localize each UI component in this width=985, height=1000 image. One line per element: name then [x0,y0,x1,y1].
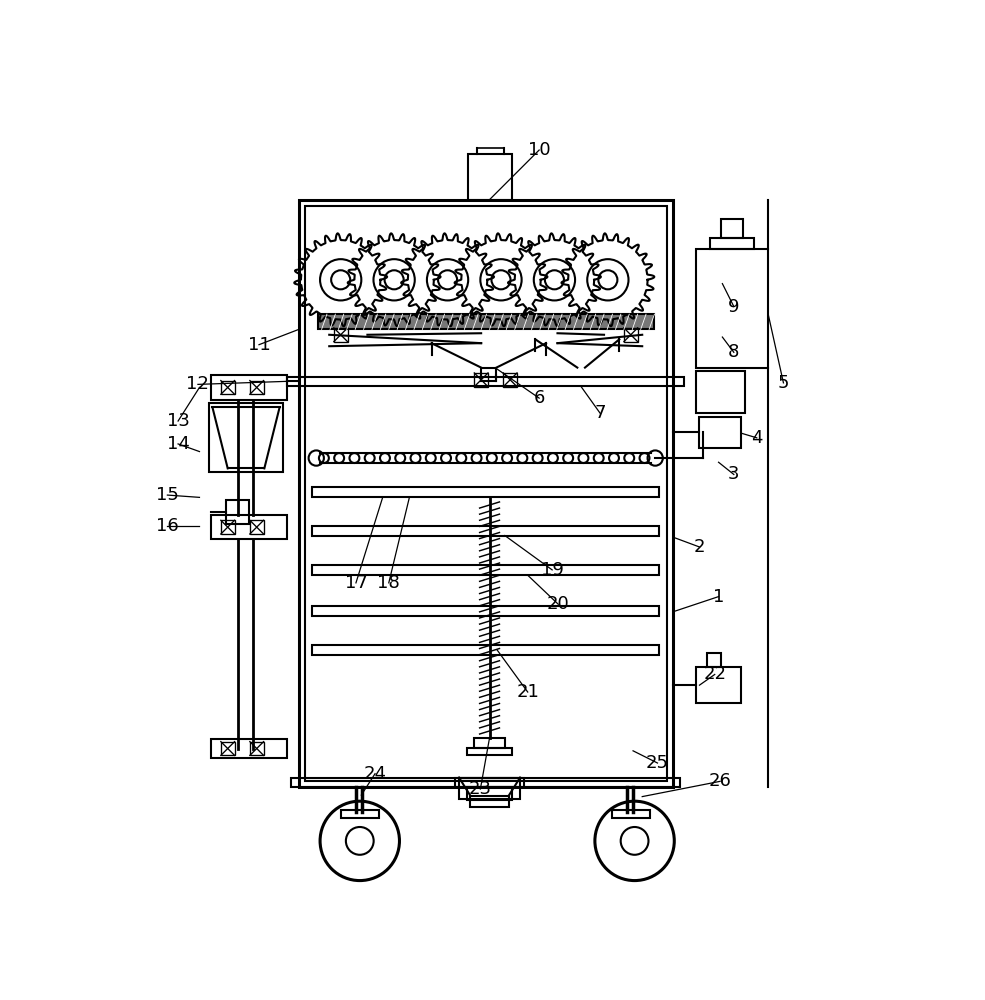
Text: 13: 13 [166,412,189,430]
Bar [468,154,512,200]
Text: 23: 23 [469,780,492,798]
Bar [481,368,496,381]
Bar [721,219,743,238]
Text: 7: 7 [595,404,606,422]
Text: 14: 14 [166,435,189,453]
Text: 4: 4 [751,429,762,447]
Bar [467,748,512,755]
Bar [250,520,264,534]
Bar [298,200,673,787]
Bar [503,373,517,387]
Bar [471,796,508,807]
Bar [612,810,650,818]
Text: 12: 12 [186,375,210,393]
Bar [221,742,234,755]
Bar [695,667,742,703]
Bar [334,328,348,342]
Text: 24: 24 [363,765,386,783]
Text: 18: 18 [377,574,400,592]
Text: 15: 15 [156,486,179,504]
Bar [250,381,264,394]
Bar [288,377,685,386]
Text: 5: 5 [778,374,789,392]
Bar [475,373,488,387]
Text: 19: 19 [541,561,563,579]
Bar [312,606,659,616]
Bar [699,417,742,448]
Bar [318,314,654,329]
Bar [312,526,659,536]
Text: 6: 6 [534,389,545,407]
Bar [221,381,234,394]
Text: 8: 8 [728,343,740,361]
Bar [695,249,768,368]
Bar [475,738,504,748]
Text: 22: 22 [703,665,726,683]
Bar [209,403,284,472]
Bar [304,206,667,781]
Bar [707,653,721,667]
Text: 16: 16 [156,517,178,535]
Bar [341,810,379,818]
Text: 9: 9 [728,298,740,316]
Bar [211,375,288,400]
Text: 10: 10 [528,141,551,159]
Bar [312,487,659,497]
Text: 25: 25 [646,754,669,772]
Text: 21: 21 [516,683,539,701]
Text: 3: 3 [728,465,740,483]
Bar [227,500,249,524]
Bar [211,739,288,758]
Text: 11: 11 [247,336,270,354]
Bar [467,787,512,800]
Bar [624,328,637,342]
Bar [710,238,754,249]
Bar [312,565,659,575]
Bar [292,778,681,787]
Text: 26: 26 [708,772,732,790]
Text: 2: 2 [693,538,705,556]
Text: 1: 1 [713,588,724,606]
Bar [221,520,234,534]
Text: 20: 20 [547,595,569,613]
Bar [455,778,524,787]
Bar [250,742,264,755]
Text: 17: 17 [345,574,367,592]
Bar [312,645,659,655]
Bar [695,371,746,413]
Bar [211,515,288,539]
Bar [459,778,520,799]
